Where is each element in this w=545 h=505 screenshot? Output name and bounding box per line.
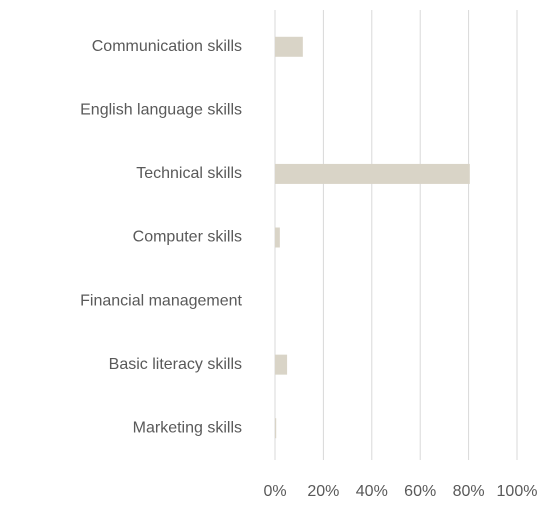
x-tick-label: 20% (307, 483, 339, 500)
y-tick-label: Communication skills (92, 38, 242, 55)
y-tick-label: Basic literacy skills (109, 356, 242, 373)
bar (275, 36, 303, 57)
bar (275, 354, 288, 375)
bar (275, 418, 277, 439)
y-tick-label: Financial management (80, 292, 242, 309)
x-tick-label: 80% (453, 483, 485, 500)
bar (275, 227, 280, 248)
y-tick-label: Marketing skills (133, 419, 242, 436)
x-tick-label: 100% (497, 483, 538, 500)
y-tick-label: Computer skills (133, 229, 242, 246)
y-tick-label: Technical skills (136, 165, 242, 182)
x-tick-label: 60% (404, 483, 436, 500)
x-tick-label: 40% (356, 483, 388, 500)
bar (275, 163, 470, 184)
x-tick-label: 0% (263, 483, 286, 500)
y-tick-label: English language skills (80, 102, 242, 119)
